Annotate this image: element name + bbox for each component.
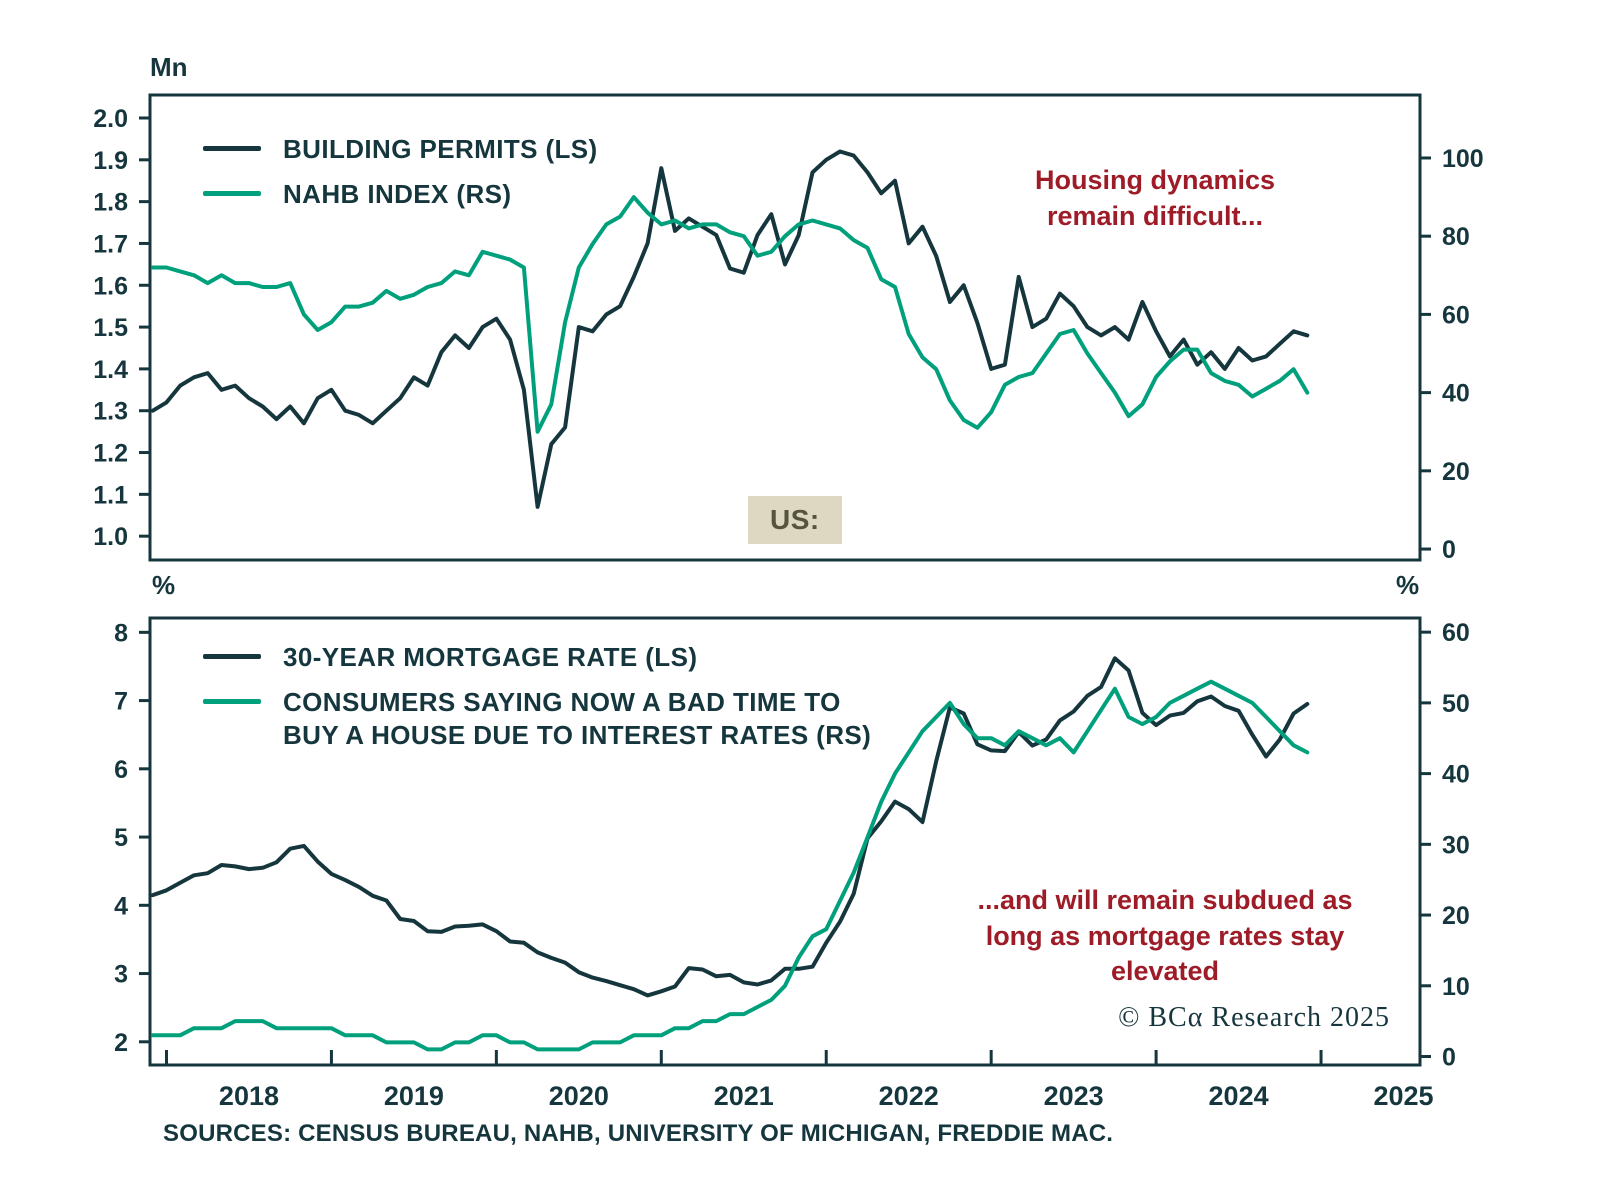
series-line-right-green [150,679,1310,1052]
top-panel-legend: BUILDING PERMITS (LS) NAHB INDEX (RS) [203,133,598,211]
legend-label: CONSUMERS SAYING NOW A BAD TIME TO BUY A… [283,687,872,750]
x-tick-label: 2022 [879,1081,939,1111]
top-panel-left-axis-unit: Mn [150,52,188,82]
legend-item-nahb-index: NAHB INDEX (RS) [203,178,598,211]
y-tick-label-right: 40 [1442,380,1470,408]
x-tick-label: 2021 [714,1081,774,1111]
region-label-box: US: [748,496,842,544]
y-tick-label-left: 1.0 [93,523,128,551]
bottom-panel-left-axis-unit: % [152,570,176,600]
y-tick-label-left: 1.6 [93,272,128,300]
y-tick-label-left: 8 [114,619,128,647]
y-tick-label-right: 10 [1442,973,1470,1001]
y-tick-label-left: 1.9 [93,147,128,175]
y-tick-label-left: 2 [114,1029,128,1057]
y-tick-label-right: 0 [1442,536,1456,564]
legend-item-consumers-bad-time: CONSUMERS SAYING NOW A BAD TIME TO BUY A… [203,686,871,752]
y-tick-label-left: 6 [114,756,128,784]
top-panel-annotation: Housing dynamics remain difficult... [1034,165,1276,231]
consumers-line-swatch [203,699,261,704]
x-tick-label: 2020 [549,1081,609,1111]
legend-label: 30-YEAR MORTGAGE RATE (LS) [283,642,698,672]
series-line-left-dark [150,656,1310,998]
series-line-right-green [150,195,1310,434]
y-tick-label-right: 20 [1442,458,1470,486]
legend-item-mortgage-rate: 30-YEAR MORTGAGE RATE (LS) [203,641,871,674]
y-tick-label-left: 3 [114,961,128,989]
y-tick-label-left: 1.5 [93,314,128,342]
y-tick-label-left: 7 [114,688,128,716]
building-permits-line-swatch [203,146,261,151]
legend-label: BUILDING PERMITS (LS) [283,134,598,164]
y-tick-label-right: 20 [1442,902,1470,930]
y-tick-label-right: 100 [1442,145,1484,173]
x-tick-label: 2025 [1373,1081,1433,1111]
y-tick-label-left: 4 [114,892,128,920]
y-tick-label-left: 5 [114,824,128,852]
mortgage-rate-line-swatch [203,654,261,659]
bottom-panel-annotation: ...and will remain subdued as long as mo… [977,885,1353,987]
y-tick-label-left: 1.2 [93,440,128,468]
y-tick-label-left: 2.0 [93,105,128,133]
series-line-left-dark [150,149,1310,509]
y-tick-label-left: 1.1 [93,481,128,509]
y-tick-label-right: 0 [1442,1044,1456,1072]
y-tick-label-right: 60 [1442,619,1470,647]
x-tick-label: 2019 [384,1081,444,1111]
bottom-panel-right-axis-unit: % [1396,570,1420,600]
y-tick-label-left: 1.4 [93,356,128,384]
y-tick-label-right: 40 [1442,761,1470,789]
sources-note: SOURCES: CENSUS BUREAU, NAHB, UNIVERSITY… [163,1120,1114,1147]
x-tick-label: 2023 [1044,1081,1104,1111]
legend-item-building-permits: BUILDING PERMITS (LS) [203,133,598,166]
panel-border-bottom [148,616,1422,1067]
y-tick-label-left: 1.8 [93,189,128,217]
y-tick-label-left: 1.7 [93,230,128,258]
y-tick-label-right: 60 [1442,301,1470,329]
bottom-panel-legend: 30-YEAR MORTGAGE RATE (LS) CONSUMERS SAY… [203,641,871,752]
y-tick-label-right: 50 [1442,690,1470,718]
bca-research-copyright: © BCα Research 2025 [1118,1002,1390,1033]
legend-label: NAHB INDEX (RS) [283,179,512,209]
y-tick-label-right: 30 [1442,831,1470,859]
nahb-index-line-swatch [203,191,261,196]
y-tick-label-right: 80 [1442,223,1470,251]
y-tick-label-left: 1.3 [93,398,128,426]
x-tick-label: 2018 [219,1081,279,1111]
x-tick-label: 2024 [1209,1081,1269,1111]
